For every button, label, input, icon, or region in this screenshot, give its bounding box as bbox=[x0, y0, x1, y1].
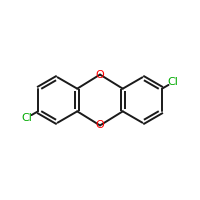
Text: Cl: Cl bbox=[168, 77, 178, 87]
Text: O: O bbox=[96, 120, 104, 130]
Text: O: O bbox=[96, 70, 104, 80]
Text: Cl: Cl bbox=[22, 113, 32, 123]
